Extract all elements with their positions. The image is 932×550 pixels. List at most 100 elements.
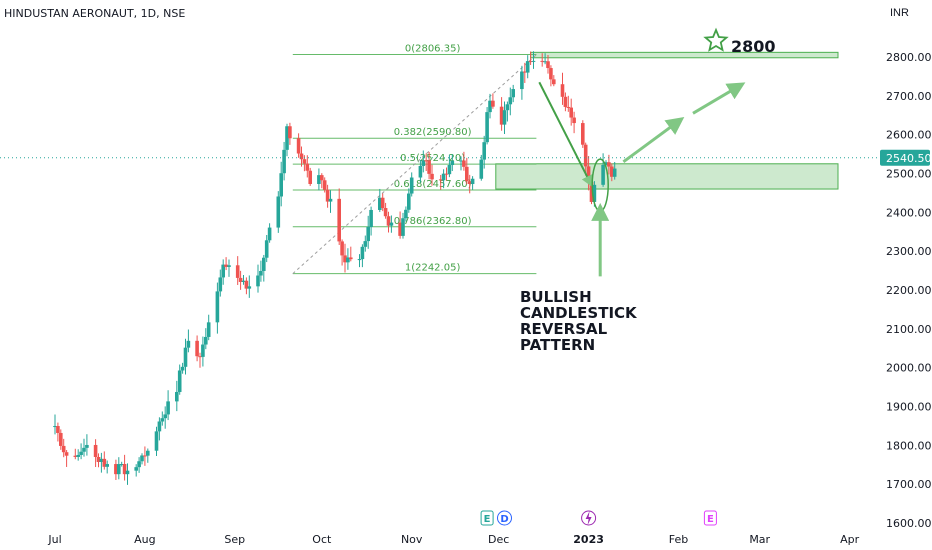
candle-body (444, 173, 449, 175)
candle-body (264, 240, 269, 258)
candle (221, 259, 225, 285)
candle-body (407, 193, 411, 210)
star-icon (703, 27, 729, 52)
candle (467, 174, 472, 194)
candle (540, 53, 544, 67)
candles-layer (53, 51, 617, 485)
candle-body (322, 180, 327, 190)
candle-body (389, 222, 394, 226)
candle-body (488, 100, 492, 113)
candle (59, 429, 63, 450)
candle-body (610, 166, 614, 177)
candle (401, 212, 405, 239)
candle-body (175, 391, 179, 402)
candle-body (343, 255, 347, 263)
candle-body (180, 366, 185, 371)
candle-body (282, 149, 286, 174)
candle-body (317, 175, 321, 184)
candle (511, 84, 515, 103)
candle (235, 256, 240, 285)
y-tick-label: 2100.00 (886, 323, 932, 336)
candle (488, 93, 492, 119)
candle-body (424, 160, 428, 162)
candle-body (201, 344, 205, 357)
fib-level-label: 0.382(2590.80) (394, 127, 472, 138)
candle-body (204, 336, 208, 345)
candle-body (163, 414, 167, 419)
x-tick-label: Sep (224, 533, 245, 546)
candle (485, 107, 489, 145)
candle (549, 65, 553, 87)
candle-body (221, 264, 225, 278)
candle (305, 155, 310, 178)
candle-body (346, 257, 350, 263)
event-badge (480, 510, 494, 526)
y-tick-label: 2000.00 (886, 362, 932, 375)
candle (299, 146, 304, 167)
candle (610, 163, 614, 182)
candle (349, 246, 353, 262)
last-price-tag (880, 149, 930, 166)
candle-body (569, 107, 573, 118)
candle-body (543, 61, 547, 63)
candle-body (198, 356, 202, 358)
y-tick-label: 2700.00 (886, 90, 932, 103)
candle (160, 411, 165, 426)
candle-body (357, 259, 362, 261)
event-badge (497, 510, 512, 526)
candle-body (572, 117, 576, 124)
candle-body (177, 370, 182, 392)
earnings-event: E (480, 510, 494, 526)
candle-body (218, 277, 223, 292)
candle (470, 176, 475, 190)
candle-body (279, 173, 283, 197)
support-zone (495, 163, 839, 190)
candle (563, 92, 568, 112)
time-axis: Jul Aug Sep Oct Nov Dec 2023 Feb Mar Apr (47, 533, 859, 546)
candle (320, 173, 324, 189)
candle (134, 464, 138, 477)
candle-body (418, 165, 423, 178)
candle-body (601, 164, 605, 185)
fib-level-label: 0.618(2457.60) (394, 179, 472, 190)
candle (53, 414, 57, 435)
candle (137, 457, 141, 473)
candle-body (427, 160, 431, 174)
candle (122, 454, 127, 481)
candle (96, 453, 101, 468)
candle (421, 150, 426, 173)
y-tick-label: 1700.00 (886, 478, 932, 491)
candle (99, 452, 104, 473)
candle (491, 93, 495, 109)
candle-body (340, 241, 344, 256)
price-axis: 2800.00 2700.00 2600.00 2500.00 2400.00 2300.… (880, 51, 932, 530)
candle (566, 95, 571, 112)
candle (380, 193, 385, 212)
candle-body (462, 160, 466, 167)
candle-body (511, 89, 515, 98)
candle-body (186, 340, 191, 348)
candle (224, 257, 228, 271)
x-tick-label: Feb (669, 533, 688, 546)
candle (482, 135, 486, 169)
candle (398, 211, 402, 239)
candle-body (82, 447, 86, 452)
candle-body (366, 226, 370, 242)
candle-body (447, 165, 452, 175)
candle (247, 275, 252, 298)
candle (64, 450, 69, 467)
candle (502, 101, 507, 134)
candle-body (224, 264, 228, 267)
lightning-icon (585, 511, 592, 525)
candle-body (215, 291, 220, 323)
candle (244, 277, 249, 295)
candle-body (93, 444, 98, 458)
candle-body (607, 162, 611, 167)
candle-body (528, 61, 533, 63)
y-tick-label: 1600.00 (886, 517, 932, 530)
candle (102, 451, 107, 470)
candle-body (369, 209, 373, 227)
